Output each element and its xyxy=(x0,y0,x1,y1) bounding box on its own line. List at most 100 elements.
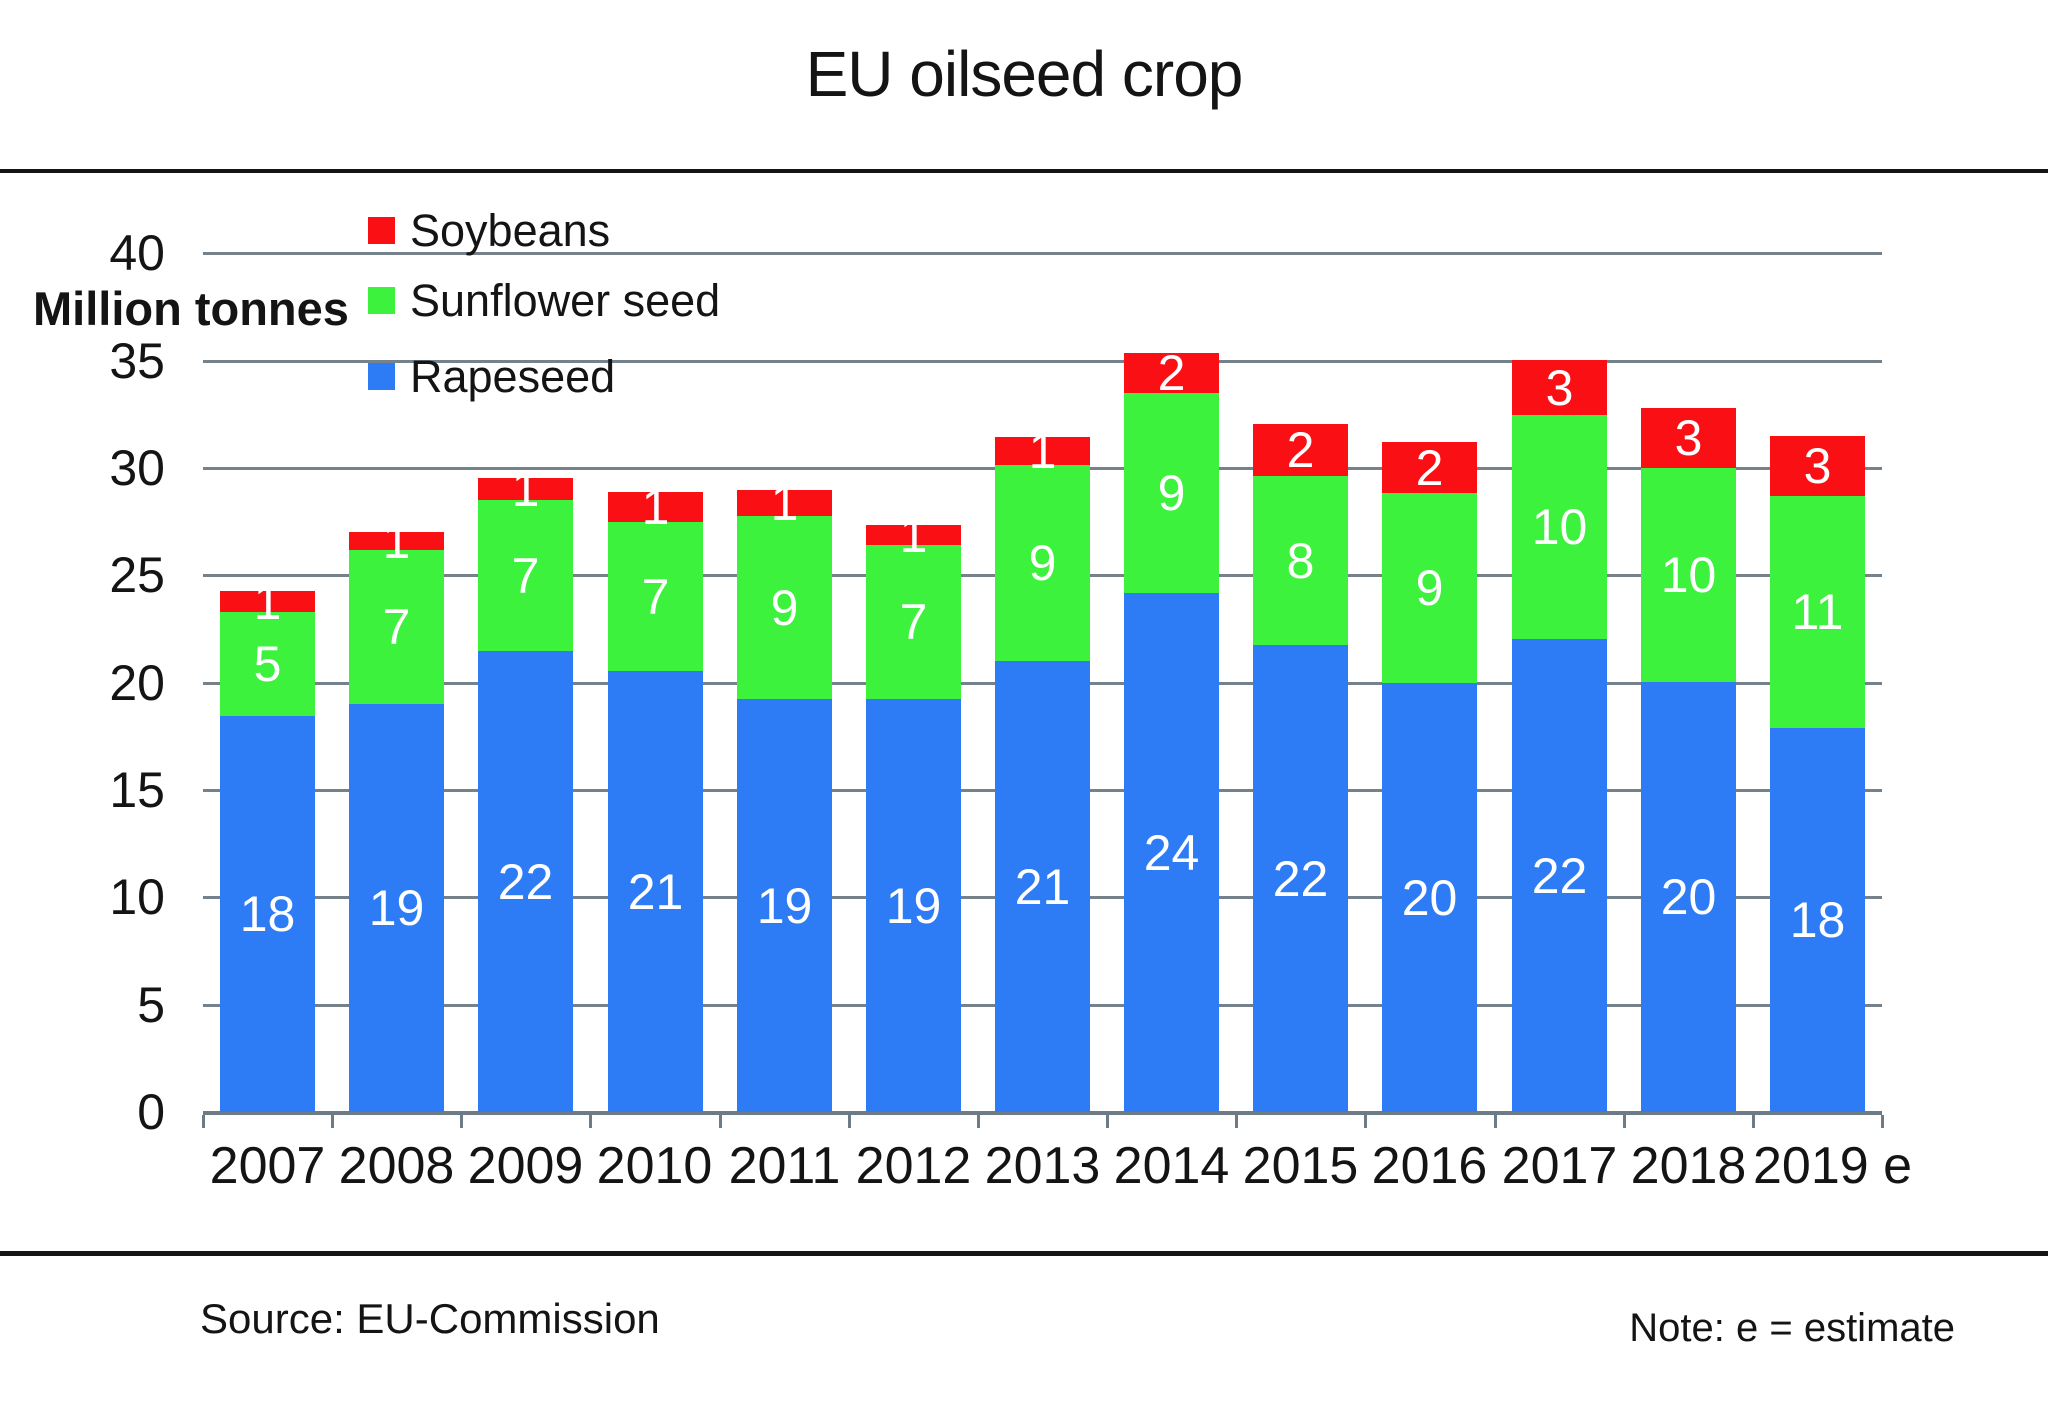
bar-value-label-soybeans-2012: 1 xyxy=(899,507,928,563)
y-tick-label-10: 10 xyxy=(109,869,165,925)
bar-segment-soybeans-2007: 1 xyxy=(220,577,315,627)
x-axis-tick xyxy=(331,1115,334,1128)
bar-value-label-rapeseed-2007: 18 xyxy=(239,886,296,942)
x-label-2019-e: 2019 e xyxy=(1753,1137,1913,1195)
bar-segment-sunflower-seed-2012: 7 xyxy=(866,545,961,699)
x-label-2008: 2008 xyxy=(338,1137,455,1195)
legend-label-soybeans: Soybeans xyxy=(410,205,611,256)
legend-swatch-rapeseed xyxy=(368,363,395,390)
bar-value-label-sunflower-seed-2015: 8 xyxy=(1286,532,1315,589)
bar-segment-sunflower-seed-2015: 8 xyxy=(1253,476,1348,645)
x-axis-tick xyxy=(848,1115,851,1128)
bar-segment-sunflower-seed-2008: 7 xyxy=(349,550,444,704)
y-tick-label-15: 15 xyxy=(109,762,165,818)
bar-value-label-soybeans-2018: 3 xyxy=(1674,410,1703,466)
bar-segment-soybeans-2011: 1 xyxy=(737,478,832,528)
y-tick-label-40: 40 xyxy=(109,225,165,281)
legend-label-sunflower-seed: Sunflower seed xyxy=(410,275,721,326)
x-label-2007: 2007 xyxy=(209,1137,326,1195)
y-tick-label-30: 30 xyxy=(109,440,165,496)
bar-value-label-soybeans-2014: 2 xyxy=(1157,345,1186,401)
y-axis-title: Million tonnes xyxy=(33,282,349,335)
bar-value-label-sunflower-seed-2008: 7 xyxy=(382,599,411,655)
bar-value-label-rapeseed-2019-e: 18 xyxy=(1789,892,1846,948)
bar-segment-sunflower-seed-2014: 9 xyxy=(1124,393,1219,593)
bar-segment-rapeseed-2018: 20 xyxy=(1641,682,1736,1112)
x-label-2018: 2018 xyxy=(1630,1137,1747,1195)
bar-value-label-soybeans-2019-e: 3 xyxy=(1803,438,1832,494)
top-divider xyxy=(0,169,2048,173)
bar-segment-rapeseed-2014: 24 xyxy=(1124,593,1219,1112)
y-tick-label-25: 25 xyxy=(109,547,165,603)
legend-item-rapeseed: Rapeseed xyxy=(368,354,615,399)
x-label-2014: 2014 xyxy=(1113,1137,1230,1195)
y-tick-label-35: 35 xyxy=(109,333,165,389)
bar-segment-rapeseed-2008: 19 xyxy=(349,704,444,1112)
x-axis-tick xyxy=(1106,1115,1109,1128)
bar-value-label-sunflower-seed-2014: 9 xyxy=(1157,465,1186,521)
bar-segment-soybeans-2015: 2 xyxy=(1253,424,1348,476)
bar-value-label-sunflower-seed-2009: 7 xyxy=(511,547,540,604)
bar-value-label-soybeans-2010: 1 xyxy=(641,479,670,535)
bar-value-label-rapeseed-2011: 19 xyxy=(756,877,813,934)
bottom-divider xyxy=(0,1251,2048,1256)
bar-value-label-rapeseed-2008: 19 xyxy=(368,880,425,936)
bar-segment-rapeseed-2016: 20 xyxy=(1382,683,1477,1112)
bar-segment-rapeseed-2013: 21 xyxy=(995,661,1090,1112)
x-axis-tick xyxy=(977,1115,980,1128)
bar-segment-sunflower-seed-2017: 10 xyxy=(1512,415,1607,639)
bar-segment-rapeseed-2009: 22 xyxy=(478,651,573,1112)
bar-segment-sunflower-seed-2009: 7 xyxy=(478,500,573,651)
bar-segment-soybeans-2010: 1 xyxy=(608,482,703,532)
bar-segment-sunflower-seed-2010: 7 xyxy=(608,522,703,671)
bar-value-label-rapeseed-2017: 22 xyxy=(1531,847,1588,904)
bar-value-label-rapeseed-2018: 20 xyxy=(1660,869,1717,925)
bar-segment-soybeans-2009: 1 xyxy=(478,464,573,514)
bar-value-label-sunflower-seed-2017: 10 xyxy=(1531,499,1588,555)
bar-segment-rapeseed-2007: 18 xyxy=(220,716,315,1112)
y-tick-label-20: 20 xyxy=(109,655,165,711)
bar-value-label-soybeans-2017: 3 xyxy=(1545,359,1574,416)
x-axis-tick xyxy=(1881,1115,1884,1128)
x-axis-tick xyxy=(719,1115,722,1128)
bar-value-label-sunflower-seed-2011: 9 xyxy=(770,579,799,636)
x-axis-tick xyxy=(589,1115,592,1128)
y-tick-label-0: 0 xyxy=(137,1084,165,1140)
bar-value-label-sunflower-seed-2018: 10 xyxy=(1660,547,1717,603)
x-axis-tick xyxy=(1623,1115,1626,1128)
bar-segment-soybeans-2018: 3 xyxy=(1641,408,1736,468)
legend-item-soybeans: Soybeans xyxy=(368,208,610,253)
bar-value-label-soybeans-2016: 2 xyxy=(1415,439,1444,496)
bar-segment-soybeans-2016: 2 xyxy=(1382,442,1477,493)
bar-value-label-rapeseed-2013: 21 xyxy=(1014,858,1071,915)
bar-segment-sunflower-seed-2018: 10 xyxy=(1641,468,1736,682)
bar-segment-rapeseed-2019-e: 18 xyxy=(1770,728,1865,1112)
x-label-2013: 2013 xyxy=(984,1137,1101,1195)
bar-value-label-soybeans-2011: 1 xyxy=(770,475,799,531)
legend-swatch-soybeans xyxy=(368,217,395,244)
x-label-2016: 2016 xyxy=(1371,1137,1488,1195)
bar-segment-soybeans-2013: 1 xyxy=(995,426,1090,476)
x-axis-line xyxy=(203,1111,1882,1115)
x-axis-tick xyxy=(1364,1115,1367,1128)
x-label-2010: 2010 xyxy=(596,1137,713,1195)
note-text: Note: e = estimate xyxy=(1629,1306,1955,1350)
bar-segment-soybeans-2014: 2 xyxy=(1124,348,1219,398)
bar-segment-soybeans-2008: 1 xyxy=(349,516,444,566)
bar-segment-sunflower-seed-2011: 9 xyxy=(737,516,832,699)
bar-segment-sunflower-seed-2013: 9 xyxy=(995,465,1090,661)
bar-value-label-sunflower-seed-2016: 9 xyxy=(1415,560,1444,616)
source-text: Source: EU-Commission xyxy=(200,1295,660,1342)
x-label-2009: 2009 xyxy=(467,1137,584,1195)
bar-value-label-rapeseed-2016: 20 xyxy=(1401,869,1458,926)
x-axis-tick xyxy=(1494,1115,1497,1128)
bar-segment-rapeseed-2011: 19 xyxy=(737,699,832,1112)
bar-value-label-sunflower-seed-2013: 9 xyxy=(1028,535,1057,591)
x-axis-tick xyxy=(460,1115,463,1128)
legend-label-rapeseed: Rapeseed xyxy=(410,351,616,402)
bar-segment-sunflower-seed-2016: 9 xyxy=(1382,493,1477,683)
legend-item-sunflower-seed: Sunflower seed xyxy=(368,278,720,323)
bar-value-label-rapeseed-2012: 19 xyxy=(885,877,942,934)
bar-segment-rapeseed-2010: 21 xyxy=(608,671,703,1112)
bar-value-label-rapeseed-2014: 24 xyxy=(1143,824,1200,881)
